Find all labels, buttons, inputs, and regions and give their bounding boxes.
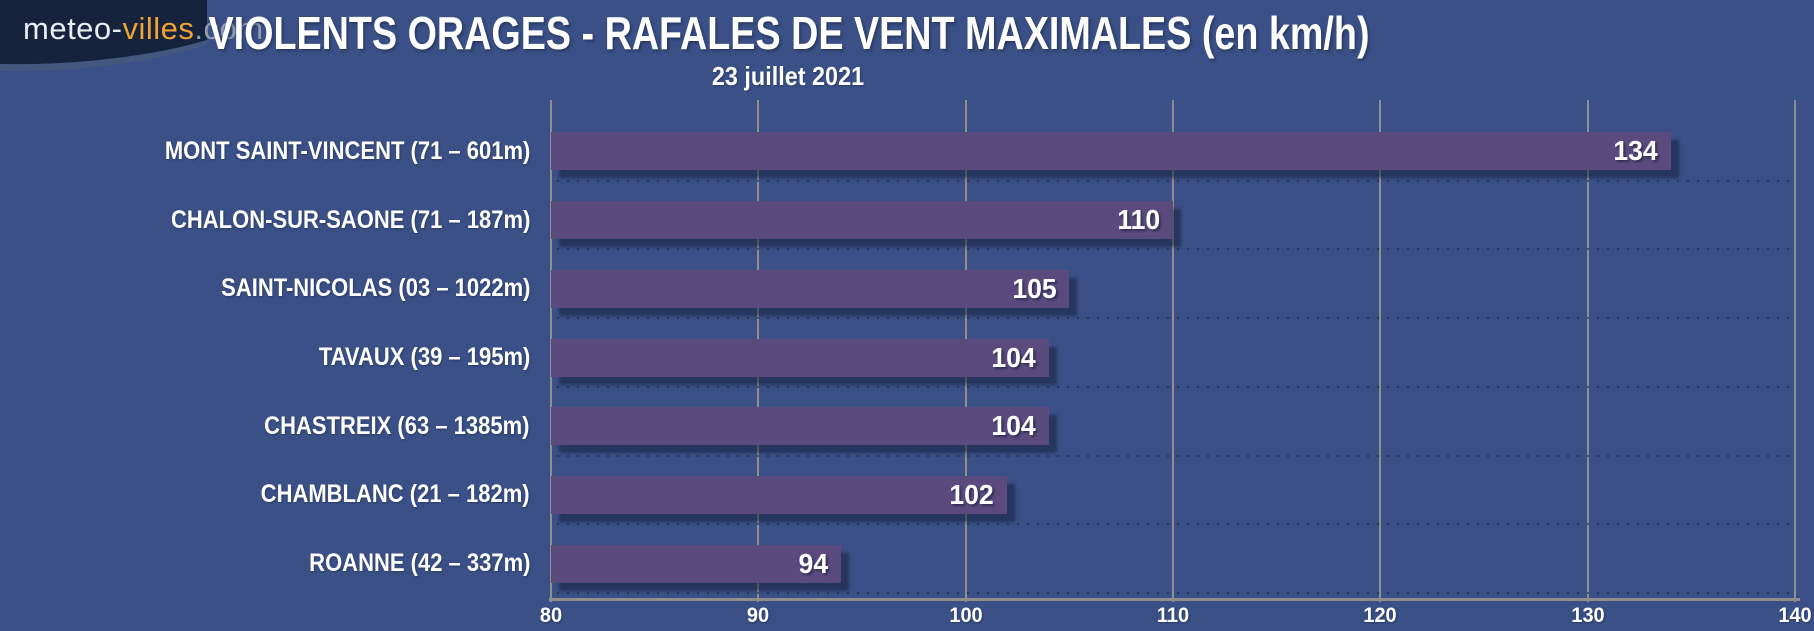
x-tick-label: 120 xyxy=(1363,604,1397,627)
bar-value-label: 105 xyxy=(1011,272,1057,304)
logo-swoosh-shape xyxy=(0,0,207,72)
bar-row: CHALON-SUR-SAONE (71 – 187m) 110 xyxy=(171,186,1795,255)
category-label: CHASTREIX (63 – 1385m) xyxy=(264,411,530,440)
bar-value-label: 104 xyxy=(991,341,1036,373)
category-label: TAVAUX (39 – 195m) xyxy=(318,343,530,372)
logo-text: meteo-villes.com xyxy=(23,11,264,47)
category-label: MONT SAINT-VINCENT (71 – 601m) xyxy=(164,136,530,165)
bar: 105 xyxy=(551,269,1070,308)
category-label: SAINT-NICOLAS (03 – 1022m) xyxy=(220,274,530,303)
bar: 102 xyxy=(551,475,1008,514)
x-axis-tick-labels: 80 90 100 110 120 130 140 xyxy=(540,604,1812,630)
bar-row: CHAMBLANC (21 – 182m) 102 xyxy=(261,461,1795,530)
logo-text-villes: villes xyxy=(122,11,195,46)
bar-row: MONT SAINT-VINCENT (71 – 601m) 134 xyxy=(164,117,1795,186)
bar-value-label: 94 xyxy=(798,547,829,579)
x-tick-label: 100 xyxy=(949,604,983,627)
bar-value-label: 134 xyxy=(1613,135,1658,167)
bar-row: ROANNE (42 – 337m) 94 xyxy=(309,529,1795,598)
bar-value-label: 104 xyxy=(991,410,1036,442)
gridline xyxy=(1379,100,1382,602)
x-tick-label: 80 xyxy=(539,604,563,627)
category-label: CHALON-SUR-SAONE (71 – 187m) xyxy=(170,205,530,234)
bar-row: TAVAUX (39 – 195m) 104 xyxy=(318,323,1795,392)
x-tick-label: 110 xyxy=(1156,604,1190,627)
x-tick-label: 140 xyxy=(1778,604,1812,627)
plot-area: MONT SAINT-VINCENT (71 – 601m) 134 CHALON-… xyxy=(164,100,1800,602)
category-label: CHAMBLANC (21 – 182m) xyxy=(261,480,530,509)
bar: 104 xyxy=(551,338,1049,377)
bar-rows: MONT SAINT-VINCENT (71 – 601m) 134 CHALON-… xyxy=(164,117,1795,598)
bar-value-label: 110 xyxy=(1117,204,1160,236)
meteo-villes-logo: meteo-villes.com xyxy=(0,0,263,82)
bar: 104 xyxy=(551,407,1049,446)
bar-row: SAINT-NICOLAS (03 – 1022m) 105 xyxy=(221,254,1795,323)
bar: 110 xyxy=(551,201,1173,240)
x-axis-line xyxy=(549,598,1800,601)
x-tick-label: 90 xyxy=(747,604,770,627)
logo-text-meteo: meteo- xyxy=(23,11,123,46)
gridline xyxy=(1794,100,1796,602)
chart-subtitle: 23 juillet 2021 xyxy=(711,61,865,91)
logo-text-com: .com xyxy=(194,11,264,46)
category-label: ROANNE (42 – 337m) xyxy=(308,549,530,578)
bar: 134 xyxy=(551,132,1671,171)
gridline xyxy=(1172,100,1174,602)
chart-title: VIOLENTS ORAGES - RAFALES DE VENT MAXIMA… xyxy=(208,7,1370,59)
bar-value-label: 102 xyxy=(949,478,995,510)
x-tick-label: 130 xyxy=(1571,604,1605,627)
bar-row: CHASTREIX (63 – 1385m) 104 xyxy=(265,392,1795,461)
bar: 94 xyxy=(551,544,842,583)
gridline xyxy=(1586,100,1589,602)
